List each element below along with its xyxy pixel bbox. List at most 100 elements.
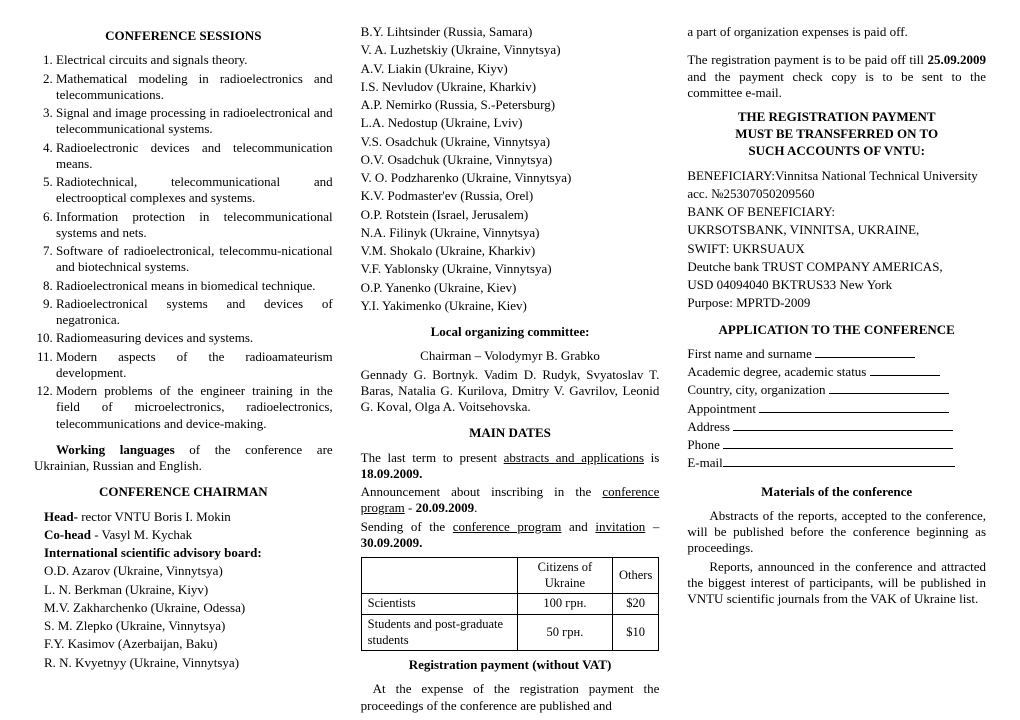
cell: Scientists xyxy=(361,594,517,615)
t: conference program xyxy=(453,519,562,534)
bank-line: BANK OF BENEFICIARY: xyxy=(687,204,986,220)
bank-line: Purpose: MPRTD-2009 xyxy=(687,295,986,311)
materials-heading: Materials of the conference xyxy=(687,484,986,500)
application-label: First name and surname xyxy=(687,346,815,361)
board-member: A.P. Nemirko (Russia, S.-Petersburg) xyxy=(361,97,660,113)
board-member: O.D. Azarov (Ukraine, Vinnytsya) xyxy=(34,563,333,579)
cell: Citizens of Ukraine xyxy=(517,558,612,594)
t: invitation xyxy=(595,519,645,534)
head-label: Head- xyxy=(44,509,78,524)
bank-line: UKRSOTSBANK, VINNITSA, UKRAINE, xyxy=(687,222,986,238)
list-item: Modern aspects of the radioamateurism de… xyxy=(56,349,333,382)
application-blank xyxy=(733,430,953,431)
sessions-list: Electrical circuits and signals theory. … xyxy=(34,52,333,432)
board-member: V.S. Osadchuk (Ukraine, Vinnytsya) xyxy=(361,134,660,150)
column-2: B.Y. Lihtsinder (Russia, Samara) V. A. L… xyxy=(361,22,660,698)
list-item: Modern problems of the engineer training… xyxy=(56,383,333,432)
chairman-heading: CONFERENCE CHAIRMAN xyxy=(34,484,333,500)
board-member: B.Y. Lihtsinder (Russia, Samara) xyxy=(361,24,660,40)
board-member: V. A. Luzhetskiy (Ukraine, Vinnytsya) xyxy=(361,42,660,58)
table-row: Students and post-graduate students 50 г… xyxy=(361,614,659,650)
cell: Others xyxy=(613,558,659,594)
table-row: Citizens of Ukraine Others xyxy=(361,558,659,594)
application-label: Appointment xyxy=(687,401,759,416)
list-item: Information protection in telecommunicat… xyxy=(56,209,333,242)
list-item: Radioelectronic devices and telecommunic… xyxy=(56,140,333,173)
board-member: N.A. Filinyk (Ukraine, Vinnytsya) xyxy=(361,225,660,241)
regpay-body: At the expense of the registration payme… xyxy=(361,681,660,714)
board-member: R. N. Kvyetnyy (Ukraine, Vinnytsya) xyxy=(34,655,333,671)
column-3: a part of organization expenses is paid … xyxy=(687,22,986,698)
dates-line-1: The last term to present abstracts and a… xyxy=(361,450,660,483)
board-member: O.P. Yanenko (Ukraine, Kiev) xyxy=(361,280,660,296)
table-row: Scientists 100 грн. $20 xyxy=(361,594,659,615)
cell: $10 xyxy=(613,614,659,650)
board-member: O.V. Osadchuk (Ukraine, Vinnytsya) xyxy=(361,152,660,168)
t: MUST BE TRANSFERRED ON TO xyxy=(735,126,938,141)
bank-line: USD 04094040 BKTRUS33 New York xyxy=(687,277,986,293)
t: - xyxy=(405,500,416,515)
dates-line-3: Sending of the conference program and in… xyxy=(361,519,660,552)
application-blank xyxy=(723,448,953,449)
list-item: Electrical circuits and signals theory. xyxy=(56,52,333,68)
board-heading: International scientific advisory board: xyxy=(34,545,333,561)
application-label: Phone xyxy=(687,437,723,452)
board-heading-text: International scientific advisory board: xyxy=(44,545,262,560)
bank-line: Deutche bank TRUST COMPANY AMERICAS, xyxy=(687,259,986,275)
t: abstracts and applications xyxy=(504,450,644,465)
cell: Students and post-graduate students xyxy=(361,614,517,650)
sessions-heading: CONFERENCE SESSIONS xyxy=(34,28,333,44)
cohead-value: - Vasyl M. Kychak xyxy=(91,527,192,542)
regpay-cont: a part of organization expenses is paid … xyxy=(687,24,986,40)
t: and xyxy=(561,519,595,534)
list-item: Signal and image processing in radioelec… xyxy=(56,105,333,138)
list-item: Radioelectronical means in biomedical te… xyxy=(56,278,333,294)
head-value: rector VNTU Boris I. Mokin xyxy=(78,509,231,524)
list-item: Radiotechnical, telecommunicational and … xyxy=(56,174,333,207)
application-blank xyxy=(723,466,955,467)
transfer-heading: THE REGISTRATION PAYMENT MUST BE TRANSFE… xyxy=(687,109,986,160)
payment-paragraph: The registration payment is to be paid o… xyxy=(687,52,986,101)
application-label: Country, city, organization xyxy=(687,382,828,397)
application-row: Country, city, organization xyxy=(687,382,986,398)
board-member: V.F. Yablonsky (Ukraine, Vinnytsya) xyxy=(361,261,660,277)
application-blank xyxy=(829,393,949,394)
t: 30.09.2009. xyxy=(361,535,423,550)
application-blank xyxy=(870,375,940,376)
board-member: Y.I. Yakimenko (Ukraine, Kiev) xyxy=(361,298,660,314)
list-item: Radiomeasuring devices and systems. xyxy=(56,330,333,346)
t: – xyxy=(645,519,659,534)
local-chairman: Chairman – Volodymyr B. Grabko xyxy=(361,348,660,364)
list-item: Radioelectronical systems and devices of… xyxy=(56,296,333,329)
regpay-heading: Registration payment (without VAT) xyxy=(361,657,660,673)
board-member: I.S. Nevludov (Ukraine, Kharkiv) xyxy=(361,79,660,95)
cell: 50 грн. xyxy=(517,614,612,650)
main-dates-heading: MAIN DATES xyxy=(361,425,660,441)
local-members: Gennady G. Bortnyk. Vadim D. Rudyk, Svya… xyxy=(361,367,660,416)
board-member: M.V. Zakharchenko (Ukraine, Odessa) xyxy=(34,600,333,616)
application-label: E-mail xyxy=(687,455,722,470)
t: Sending of the xyxy=(361,519,453,534)
local-committee-heading: Local organizing committee: xyxy=(361,324,660,340)
application-label: Address xyxy=(687,419,733,434)
board-member: V.M. Shokalo (Ukraine, Kharkiv) xyxy=(361,243,660,259)
fees-table: Citizens of Ukraine Others Scientists 10… xyxy=(361,557,660,651)
application-heading: APPLICATION TO THE CONFERENCE xyxy=(687,322,986,338)
board-member: L. N. Berkman (Ukraine, Kiyv) xyxy=(34,582,333,598)
application-row: E-mail xyxy=(687,455,986,471)
page: CONFERENCE SESSIONS Electrical circuits … xyxy=(0,0,1020,720)
application-blank xyxy=(759,412,949,413)
working-languages-label: Working languages xyxy=(56,442,175,457)
board-member: A.V. Liakin (Ukraine, Kiyv) xyxy=(361,61,660,77)
cell: 100 грн. xyxy=(517,594,612,615)
board-member: F.Y. Kasimov (Azerbaijan, Baku) xyxy=(34,636,333,652)
list-item: Software of radioelectronical, telecommu… xyxy=(56,243,333,276)
t: is xyxy=(644,450,659,465)
cell xyxy=(361,558,517,594)
t: THE REGISTRATION PAYMENT xyxy=(738,109,936,124)
materials-p2: Reports, announced in the conference and… xyxy=(687,559,986,608)
materials-p1: Abstracts of the reports, accepted to th… xyxy=(687,508,986,557)
application-row: Appointment xyxy=(687,401,986,417)
t: SUCH ACCOUNTS OF VNTU: xyxy=(748,143,925,158)
board-member: S. M. Zlepko (Ukraine, Vinnytsya) xyxy=(34,618,333,634)
